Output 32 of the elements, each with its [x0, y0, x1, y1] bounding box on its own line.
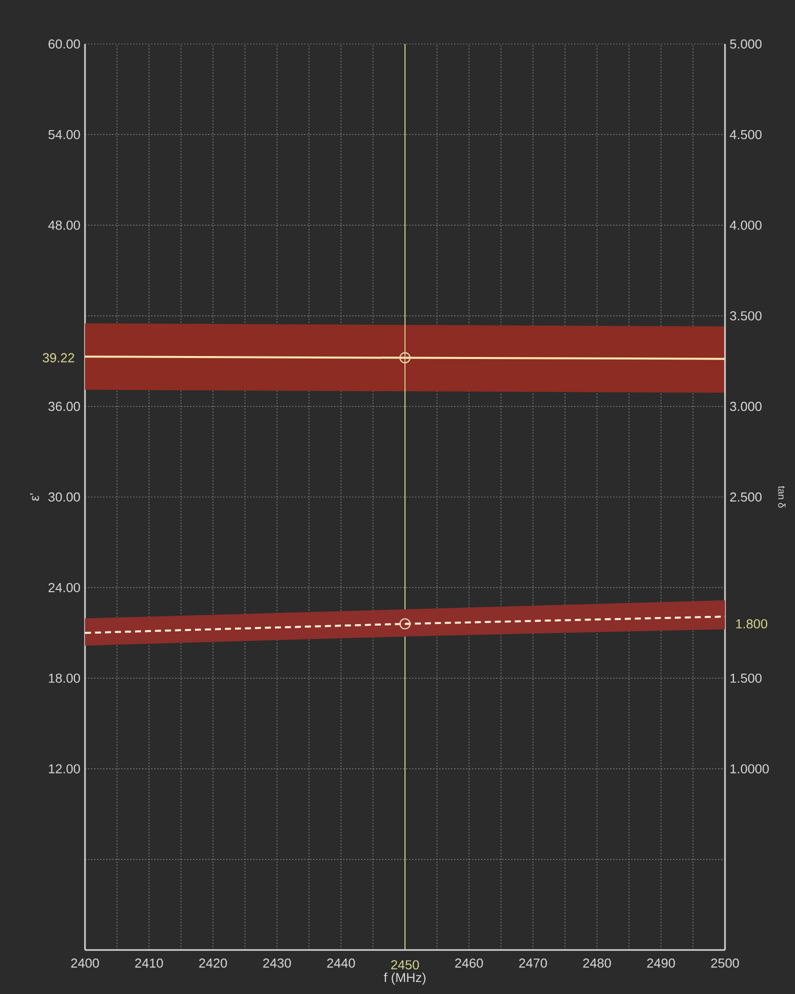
- y2-tick-label: 5.000: [730, 39, 762, 49]
- y2-tick-label: 1.0000: [730, 764, 769, 774]
- y-axis-title: ε': [30, 494, 40, 501]
- y-tick-label: 24.00: [48, 582, 80, 592]
- y2-tick-label: 4.000: [730, 220, 762, 230]
- x-axis-title: f (MHz): [384, 972, 426, 985]
- y-tick-label: 54.00: [48, 130, 80, 140]
- text: 1.800: [736, 619, 768, 628]
- y-tick-label: 60.00: [48, 39, 80, 49]
- y2-tick-label: 3.500: [730, 311, 762, 320]
- y2-tick-label: 2.500: [730, 492, 762, 502]
- y-tick-label: 48.00: [48, 220, 80, 230]
- x-tick-label: 2430: [263, 958, 291, 968]
- y2-tick-label: 4.500: [730, 130, 762, 140]
- y2-tick-label: 1.500: [730, 674, 762, 683]
- y-tick-label: 36.00: [48, 402, 80, 411]
- x-tick-label: 2410: [135, 958, 163, 968]
- y-tick-label: 12.00: [48, 764, 80, 774]
- y-tick-label: 18.00: [48, 674, 80, 683]
- x-tick-label: 2440: [327, 958, 355, 968]
- y-tick-label: 30.00: [48, 492, 80, 502]
- y2-axis-title: tan δ: [778, 486, 786, 508]
- y2-tick-label: 3.000: [730, 402, 762, 411]
- x-tick-label: 2500: [711, 958, 739, 968]
- x-tick-label: 2420: [199, 958, 227, 968]
- x-tick-label: 2490: [647, 958, 675, 968]
- x-tick-label: 2460: [455, 958, 483, 968]
- ref-line-label: 2450: [391, 960, 419, 970]
- x-tick-label: 2400: [71, 958, 99, 968]
- text: 39.22: [42, 353, 74, 362]
- x-tick-label: 2480: [583, 958, 611, 968]
- x-tick-label: 2470: [519, 958, 547, 968]
